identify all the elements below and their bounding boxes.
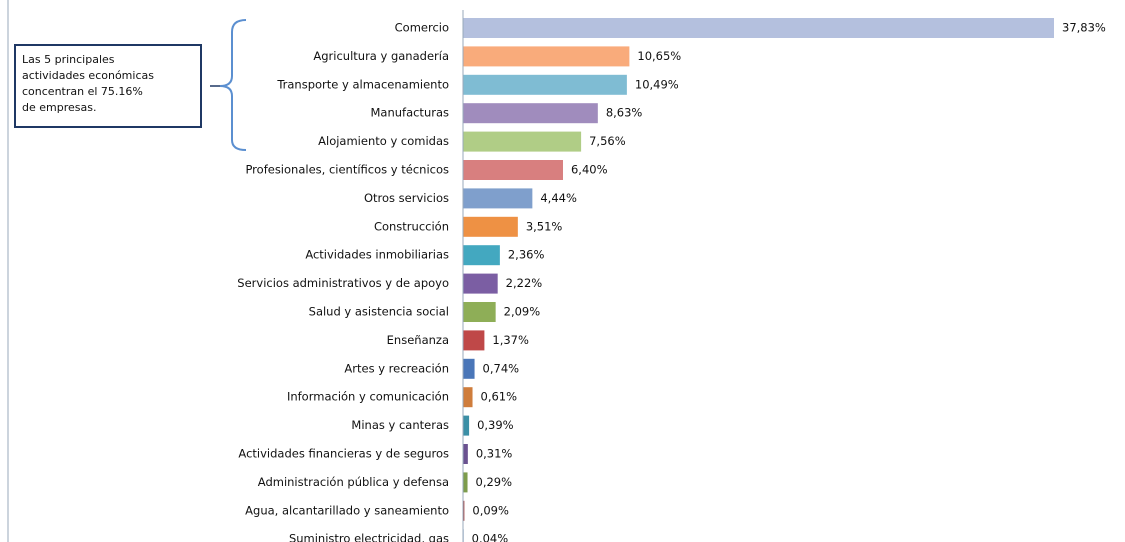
value-label: 0,31% — [476, 447, 513, 461]
value-label: 6,40% — [571, 163, 608, 177]
bar — [463, 415, 470, 436]
category-label: Información y comunicación — [287, 390, 449, 404]
category-label: Minas y canteras — [351, 418, 449, 432]
category-label: Manufacturas — [370, 106, 449, 120]
brace — [219, 19, 247, 151]
bar — [463, 74, 627, 95]
annotation-box — [14, 44, 202, 128]
bar — [463, 500, 465, 521]
category-label: Servicios administrativos y de apoyo — [237, 276, 449, 290]
bar — [463, 472, 468, 493]
bar — [463, 18, 1054, 38]
category-label: Suministro electricidad, gas — [289, 532, 449, 542]
category-label: Alojamiento y comidas — [318, 134, 449, 148]
value-label: 3,51% — [526, 219, 563, 233]
category-label: Artes y recreación — [344, 361, 449, 375]
bar — [463, 131, 582, 152]
category-label: Agricultura y ganadería — [313, 49, 449, 63]
value-label: 10,65% — [637, 49, 681, 63]
category-label: Profesionales, científicos y técnicos — [245, 163, 449, 177]
value-label: 2,09% — [504, 305, 541, 319]
value-label: 0,39% — [477, 418, 514, 432]
bar — [463, 387, 473, 408]
category-label: Construcción — [374, 219, 449, 233]
category-label: Comercio — [395, 21, 449, 35]
value-label: 4,44% — [540, 191, 577, 205]
bar — [463, 46, 630, 67]
bar — [463, 188, 533, 209]
category-label: Actividades inmobiliarias — [305, 248, 449, 262]
value-label: 2,22% — [506, 276, 543, 290]
bar — [463, 103, 598, 124]
bar — [463, 273, 498, 294]
annotation-line: actividades económicas — [22, 69, 154, 82]
value-label: 0,04% — [472, 532, 509, 542]
bar — [463, 444, 468, 464]
category-label: Enseñanza — [387, 333, 449, 347]
category-label: Salud y asistencia social — [309, 305, 449, 319]
value-label: 10,49% — [635, 77, 679, 91]
bar — [463, 302, 496, 322]
bar — [463, 330, 485, 351]
category-label: Otros servicios — [364, 191, 449, 205]
bar — [463, 358, 475, 379]
value-label: 8,63% — [606, 106, 643, 120]
category-label: Agua, alcantarillado y saneamiento — [245, 503, 449, 517]
value-label: 0,61% — [481, 390, 518, 404]
category-label: Transporte y almacenamiento — [276, 77, 449, 91]
annotation-line: Las 5 principales — [22, 53, 115, 66]
value-label: 2,36% — [508, 248, 545, 262]
value-label: 1,37% — [492, 333, 529, 347]
value-label: 37,83% — [1062, 21, 1106, 35]
bar — [463, 216, 518, 237]
category-label: Administración pública y defensa — [258, 475, 449, 489]
value-label: 0,09% — [472, 503, 509, 517]
bar — [463, 160, 563, 180]
bar — [463, 245, 500, 266]
category-label: Actividades financieras y de seguros — [238, 447, 449, 461]
value-label: 7,56% — [589, 134, 626, 148]
annotation-line: de empresas. — [22, 101, 96, 114]
value-label: 0,29% — [476, 475, 513, 489]
annotation-line: concentran el 75.16% — [22, 85, 143, 98]
value-label: 0,74% — [483, 361, 520, 375]
